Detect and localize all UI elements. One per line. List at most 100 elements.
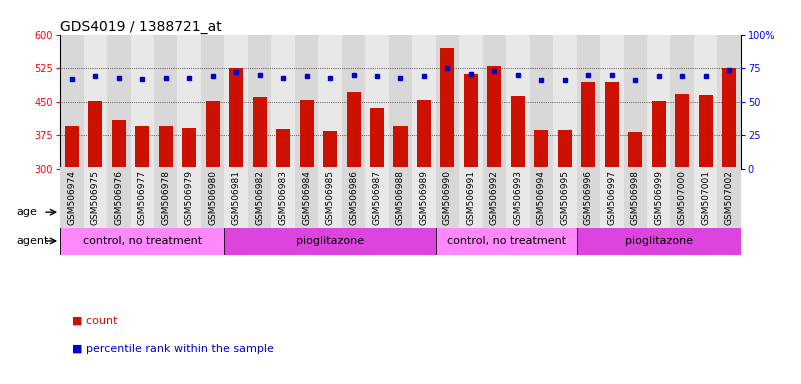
Text: GSM506992: GSM506992 bbox=[490, 170, 499, 225]
Bar bbox=[670, 167, 694, 228]
Bar bbox=[647, 167, 670, 228]
Bar bbox=[529, 35, 553, 169]
Text: pioglitazone: pioglitazone bbox=[625, 236, 693, 246]
Bar bbox=[83, 35, 107, 169]
Bar bbox=[252, 97, 267, 169]
Bar bbox=[272, 167, 295, 228]
Bar bbox=[370, 108, 384, 169]
Bar bbox=[670, 35, 694, 169]
Text: ■ percentile rank within the sample: ■ percentile rank within the sample bbox=[72, 344, 274, 354]
Bar bbox=[694, 167, 718, 228]
Bar bbox=[229, 68, 244, 169]
Bar bbox=[459, 35, 483, 169]
Bar bbox=[60, 227, 224, 255]
Bar bbox=[201, 167, 224, 228]
Bar bbox=[224, 35, 248, 169]
Bar bbox=[248, 35, 272, 169]
Bar bbox=[675, 94, 690, 169]
Bar bbox=[60, 199, 436, 226]
Text: GSM506996: GSM506996 bbox=[584, 170, 593, 225]
Bar bbox=[388, 167, 413, 228]
Bar bbox=[83, 167, 107, 228]
Bar bbox=[436, 227, 577, 255]
Bar bbox=[441, 48, 454, 169]
Text: ■ count: ■ count bbox=[72, 316, 118, 326]
Bar bbox=[159, 126, 173, 169]
Bar bbox=[577, 35, 600, 169]
Text: GSM506983: GSM506983 bbox=[279, 170, 288, 225]
Text: GSM507002: GSM507002 bbox=[725, 170, 734, 225]
Text: GSM506993: GSM506993 bbox=[513, 170, 522, 225]
Bar bbox=[436, 199, 741, 226]
Bar bbox=[182, 128, 196, 169]
Bar bbox=[365, 35, 388, 169]
Text: GSM506975: GSM506975 bbox=[91, 170, 100, 225]
Text: GSM506974: GSM506974 bbox=[67, 170, 76, 225]
Bar bbox=[652, 101, 666, 169]
Bar bbox=[582, 82, 595, 169]
Bar bbox=[135, 126, 149, 169]
Bar bbox=[342, 167, 365, 228]
Bar bbox=[483, 167, 506, 228]
Text: GSM506989: GSM506989 bbox=[420, 170, 429, 225]
Bar bbox=[577, 227, 741, 255]
Bar bbox=[393, 126, 408, 169]
Text: young, 3 months: young, 3 months bbox=[201, 207, 295, 217]
Bar bbox=[718, 35, 741, 169]
Bar bbox=[487, 66, 501, 169]
Text: GSM506978: GSM506978 bbox=[161, 170, 171, 225]
Bar bbox=[131, 167, 154, 228]
Bar bbox=[131, 35, 154, 169]
Text: agent: agent bbox=[16, 236, 48, 246]
Text: GSM506986: GSM506986 bbox=[349, 170, 358, 225]
Bar bbox=[60, 167, 83, 228]
Bar bbox=[413, 35, 436, 169]
Bar bbox=[511, 96, 525, 169]
Text: pioglitazone: pioglitazone bbox=[296, 236, 364, 246]
Bar bbox=[718, 167, 741, 228]
Text: GSM506981: GSM506981 bbox=[231, 170, 240, 225]
Bar bbox=[417, 101, 431, 169]
Bar bbox=[534, 129, 549, 169]
Bar bbox=[436, 167, 459, 228]
Bar bbox=[506, 35, 529, 169]
Text: control, no treatment: control, no treatment bbox=[447, 236, 566, 246]
Text: control, no treatment: control, no treatment bbox=[83, 236, 202, 246]
Text: GSM507001: GSM507001 bbox=[701, 170, 710, 225]
Bar bbox=[623, 35, 647, 169]
Bar bbox=[347, 92, 360, 169]
Text: GSM506980: GSM506980 bbox=[208, 170, 217, 225]
Bar bbox=[107, 35, 131, 169]
Bar bbox=[323, 131, 337, 169]
Bar bbox=[459, 167, 483, 228]
Bar bbox=[605, 82, 619, 169]
Bar bbox=[723, 68, 736, 169]
Bar bbox=[201, 35, 224, 169]
Bar bbox=[224, 167, 248, 228]
Bar bbox=[698, 95, 713, 169]
Bar bbox=[388, 35, 413, 169]
Bar bbox=[342, 35, 365, 169]
Bar bbox=[295, 35, 318, 169]
Text: GSM506999: GSM506999 bbox=[654, 170, 663, 225]
Bar bbox=[154, 35, 178, 169]
Text: GDS4019 / 1388721_at: GDS4019 / 1388721_at bbox=[60, 20, 222, 33]
Bar bbox=[600, 167, 623, 228]
Bar bbox=[647, 35, 670, 169]
Bar bbox=[224, 227, 436, 255]
Bar bbox=[694, 35, 718, 169]
Bar bbox=[111, 120, 126, 169]
Bar bbox=[248, 167, 272, 228]
Bar bbox=[318, 167, 342, 228]
Bar bbox=[178, 167, 201, 228]
Text: GSM506998: GSM506998 bbox=[630, 170, 640, 225]
Bar bbox=[600, 35, 623, 169]
Bar bbox=[623, 167, 647, 228]
Text: age: age bbox=[16, 207, 37, 217]
Bar bbox=[436, 35, 459, 169]
Bar bbox=[318, 35, 342, 169]
Text: GSM506979: GSM506979 bbox=[185, 170, 194, 225]
Bar bbox=[295, 167, 318, 228]
Text: GSM506982: GSM506982 bbox=[256, 170, 264, 225]
Bar bbox=[628, 132, 642, 169]
